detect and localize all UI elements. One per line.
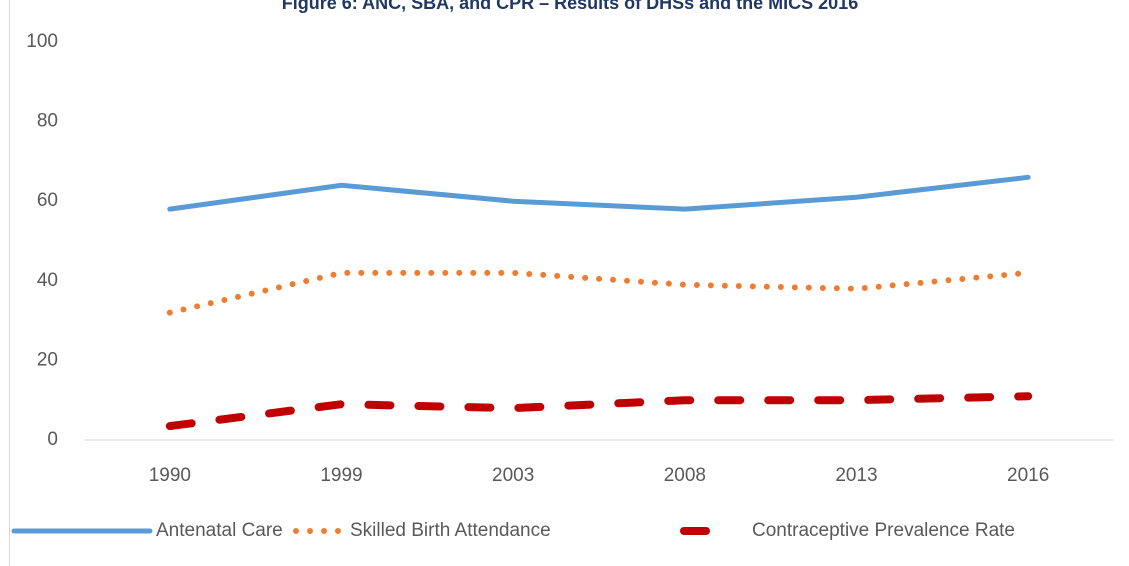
- x-tick-label: 1999: [320, 465, 362, 486]
- x-tick-label: 2003: [492, 465, 534, 486]
- y-tick-label: 40: [37, 270, 58, 291]
- x-tick-label: 2008: [664, 465, 706, 486]
- chart-title: Figure 6: ANC, SBA, and CPR – Results of…: [282, 0, 858, 13]
- x-tick-label: 1990: [149, 465, 191, 486]
- legend-label: Antenatal Care: [156, 520, 283, 541]
- y-tick-label: 60: [37, 190, 58, 211]
- y-tick-label: 80: [37, 111, 58, 132]
- legend-label: Skilled Birth Attendance: [350, 520, 551, 541]
- y-tick-label: 0: [47, 429, 58, 450]
- line-series: [167, 174, 1031, 212]
- y-tick-label: 20: [37, 349, 58, 370]
- line-series: [166, 269, 1032, 316]
- y-tick-label: 100: [26, 31, 58, 52]
- x-tick-label: 2016: [1007, 465, 1049, 486]
- legend-label: Contraceptive Prevalence Rate: [752, 520, 1015, 541]
- x-tick-label: 2013: [835, 465, 877, 486]
- line-series: [165, 392, 1033, 431]
